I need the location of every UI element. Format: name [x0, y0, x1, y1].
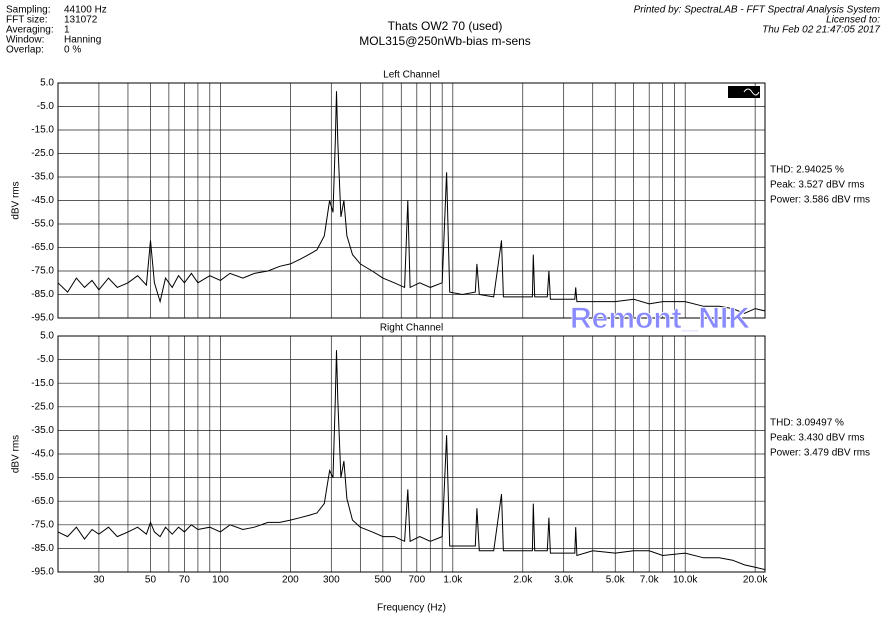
setting-value: Hanning	[64, 35, 101, 46]
watermark: Remont_NIK	[570, 302, 750, 335]
plot-frame	[57, 82, 766, 319]
stat: Power: 3.479 dBV rms	[770, 448, 870, 459]
setting-label: Averaging:	[6, 25, 54, 36]
y-tick-label: -45.0	[31, 195, 54, 206]
subtitle: MOL315@250nWb-bias m-sens	[359, 34, 531, 48]
stat: Peak: 3.527 dBV rms	[770, 180, 865, 191]
y-tick-label: -85.0	[31, 543, 54, 554]
setting-label: Overlap:	[6, 45, 44, 56]
x-tick-label: 1.0k	[443, 575, 463, 586]
stat: THD: 2.94025 %	[770, 165, 844, 176]
y-tick-label: -5.0	[37, 101, 55, 112]
x-tick-label: 500	[375, 575, 392, 586]
setting-label: FFT size:	[6, 15, 47, 26]
y-tick-label: -35.0	[31, 425, 54, 436]
x-tick-label: 30	[93, 575, 105, 586]
y-tick-label: -75.0	[31, 266, 54, 277]
y-tick-label: -45.0	[31, 449, 54, 460]
icon-wave	[743, 88, 760, 96]
stat: Peak: 3.430 dBV rms	[770, 433, 865, 444]
x-tick-label: 20.0k	[743, 575, 768, 586]
x-tick-label: 50	[145, 575, 157, 586]
setting-value: 131072	[64, 15, 98, 26]
stat: Power: 3.586 dBV rms	[770, 195, 870, 206]
x-tick-label: 3.0k	[554, 575, 574, 586]
x-tick-label: 10.0k	[673, 575, 698, 586]
x-tick-label: 70	[179, 575, 191, 586]
spectrum-line	[57, 91, 766, 314]
y-tick-label: -55.0	[31, 219, 54, 230]
stat: THD: 3.09497 %	[770, 418, 844, 429]
y-tick-label: -15.0	[31, 378, 54, 389]
x-tick-label: 300	[323, 575, 340, 586]
y-tick-label: -5.0	[37, 354, 55, 365]
y-tick-label: -35.0	[31, 172, 54, 183]
chart-title: Left Channel	[383, 70, 440, 81]
y-tick-label: -25.0	[31, 148, 54, 159]
y-tick-label: -75.0	[31, 519, 54, 530]
y-tick-label: 5.0	[40, 78, 54, 89]
setting-value: 1	[64, 25, 70, 36]
y-tick-label: -55.0	[31, 472, 54, 483]
x-tick-label: 200	[282, 575, 299, 586]
y-tick-label: -15.0	[31, 125, 54, 136]
setting-label: Window:	[6, 35, 44, 46]
spectrum-line	[57, 350, 766, 571]
y-tick-label: -85.0	[31, 289, 54, 300]
x-tick-label: 5.0k	[606, 575, 626, 586]
plot-frame	[57, 335, 766, 573]
x-tick-label: 100	[212, 575, 229, 586]
title: Thats OW2 70 (used)	[388, 19, 503, 33]
y-axis-label: dBV rms	[11, 181, 22, 219]
x-tick-label: 700	[408, 575, 425, 586]
y-tick-label: 5.0	[40, 331, 54, 342]
y-tick-label: -95.0	[31, 313, 54, 324]
y-tick-label: -65.0	[31, 496, 54, 507]
x-tick-label: 7.0k	[640, 575, 660, 586]
printed-by: Licensed to:	[826, 15, 880, 26]
printed-by: Printed by: SpectraLAB - FFT Spectral An…	[634, 5, 880, 16]
setting-value: 44100 Hz	[64, 5, 107, 16]
setting-value: 0 %	[64, 45, 81, 56]
y-axis-label: dBV rms	[11, 435, 22, 473]
y-tick-label: -95.0	[31, 567, 54, 578]
y-tick-label: -65.0	[31, 242, 54, 253]
chart-title: Right Channel	[380, 323, 443, 334]
x-axis-label: Frequency (Hz)	[377, 603, 446, 614]
y-tick-label: -25.0	[31, 401, 54, 412]
x-tick-label: 2.0k	[513, 575, 533, 586]
setting-label: Sampling:	[6, 5, 50, 16]
printed-by: Thu Feb 02 21:47:05 2017	[762, 25, 880, 36]
